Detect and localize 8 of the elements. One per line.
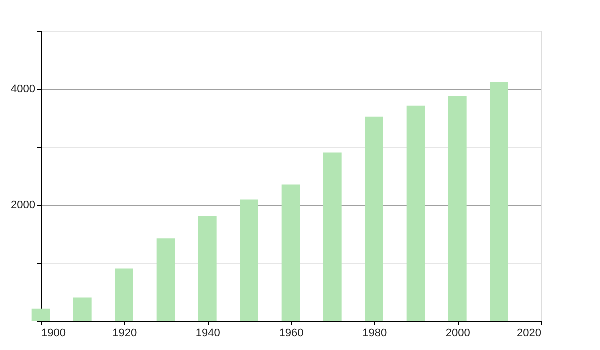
y-tick-label: 4000	[11, 84, 36, 96]
x-tick-label: 2000	[446, 328, 470, 340]
x-tick-label: 1940	[196, 328, 220, 340]
x-tick-label: 1900	[42, 328, 66, 340]
x-tick-label: 1960	[279, 328, 304, 340]
x-tick-label: 1980	[362, 328, 388, 340]
x-tick-label: 2020	[517, 328, 542, 340]
x-tick-label: 1920	[112, 328, 138, 340]
